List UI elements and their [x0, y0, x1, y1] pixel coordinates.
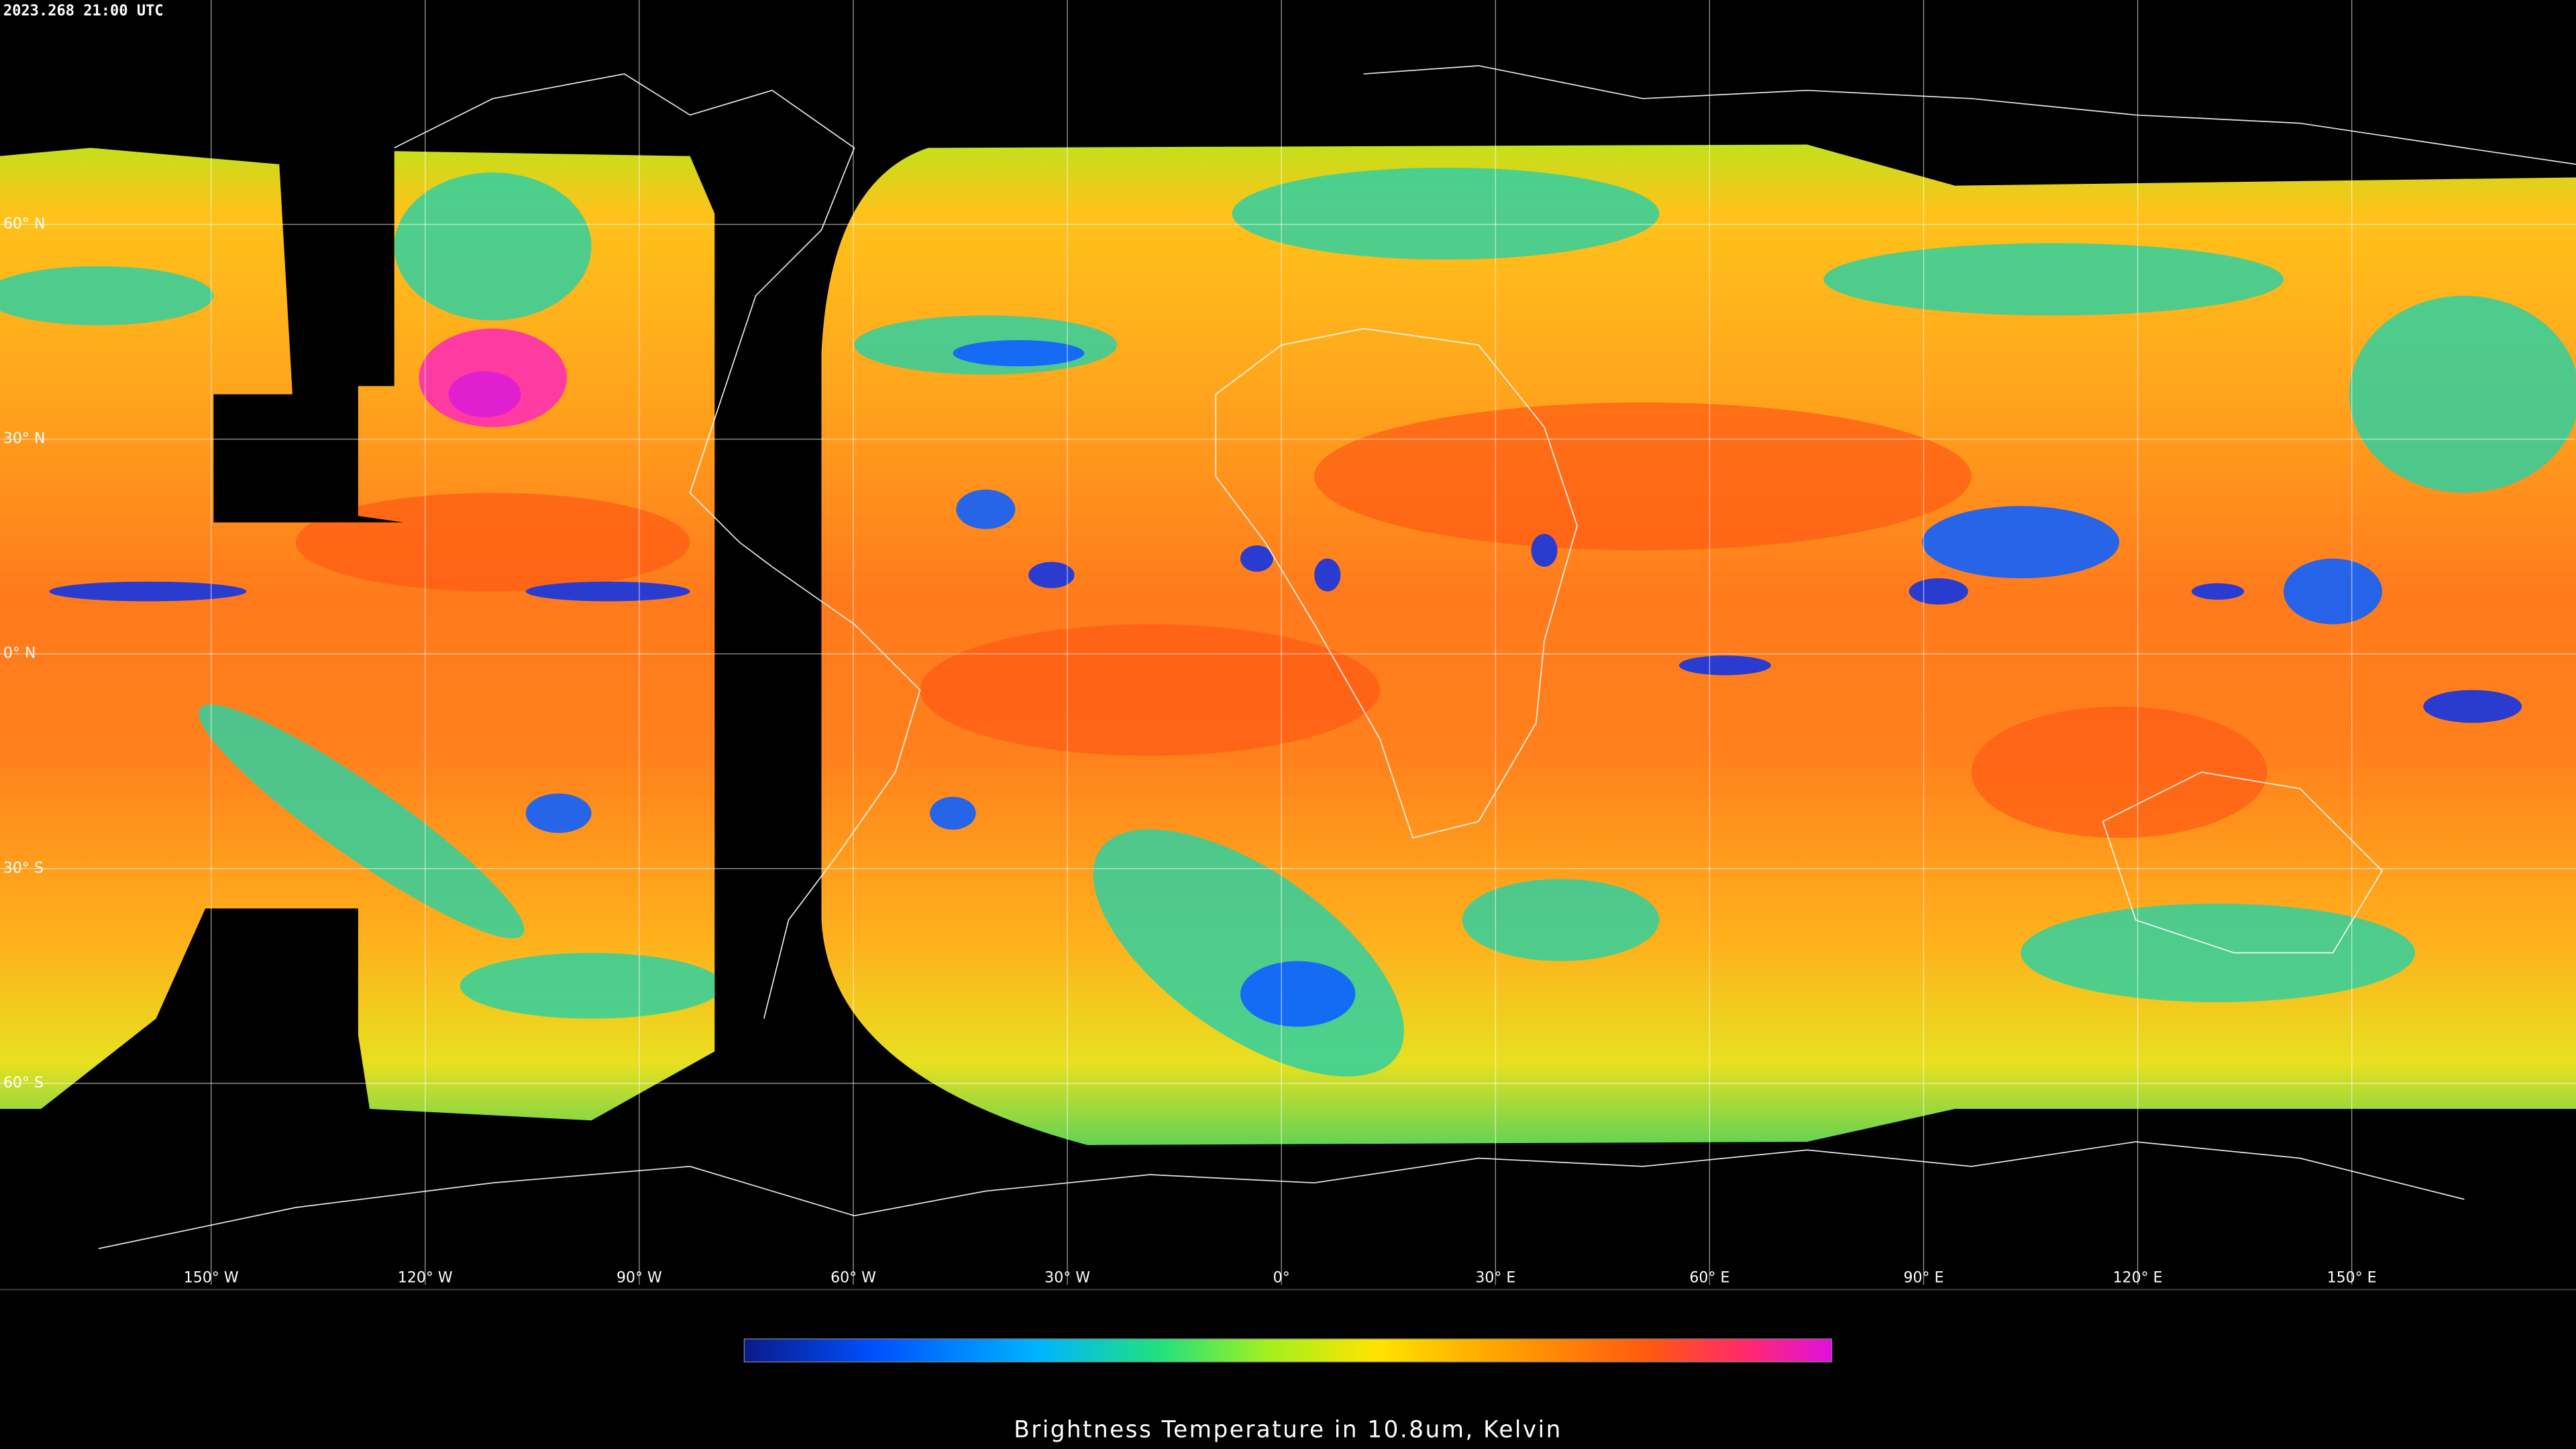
longitude-label: 90° W	[616, 1269, 662, 1286]
colorbar-scale	[743, 1338, 1833, 1362]
graticule	[0, 0, 2576, 1285]
imagery	[0, 144, 2576, 1145]
colorbar-title: Brightness Temperature in 10.8um, Kelvin	[1014, 1417, 1562, 1444]
longitude-label: 30° E	[1475, 1269, 1515, 1286]
latitude-label: 30° S	[3, 860, 44, 877]
longitude-label: 120° E	[2113, 1269, 2163, 1286]
colorbar	[743, 1338, 1833, 1362]
timestamp: 2023.268 21:00 UTC	[3, 3, 164, 19]
longitude-label: 150° W	[184, 1269, 239, 1286]
longitude-label: 150° E	[2327, 1269, 2377, 1286]
latitude-label: 60° S	[3, 1075, 44, 1091]
latitude-label: 30° N	[3, 431, 46, 447]
longitude-label: 0°	[1273, 1269, 1290, 1286]
longitude-label: 120° W	[398, 1269, 453, 1286]
longitude-label: 60° E	[1689, 1269, 1729, 1286]
longitude-label: 30° W	[1044, 1269, 1090, 1286]
longitude-label: 60° W	[830, 1269, 876, 1286]
latitude-label: 0° N	[3, 645, 36, 662]
graticule-labels: 60° N 30° N 0° N 30° S 60° S 150° W 120° W 90° …	[3, 216, 2377, 1287]
longitude-label: 90° E	[1904, 1269, 1944, 1286]
latitude-label: 60° N	[3, 216, 46, 233]
